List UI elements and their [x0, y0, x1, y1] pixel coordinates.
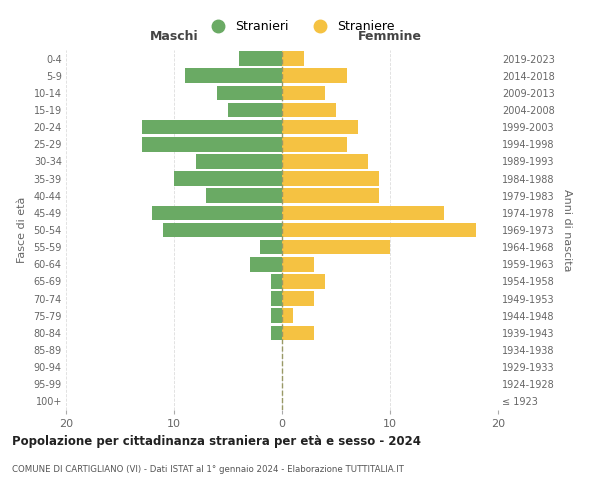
Bar	[142, 120, 282, 134]
Bar	[185, 68, 282, 83]
Text: Popolazione per cittadinanza straniera per età e sesso - 2024: Popolazione per cittadinanza straniera p…	[12, 435, 421, 448]
Bar	[152, 206, 282, 220]
Bar	[282, 102, 336, 118]
Bar	[271, 292, 282, 306]
Bar	[250, 257, 282, 272]
Bar	[163, 222, 282, 238]
Bar	[282, 326, 314, 340]
Bar	[282, 240, 390, 254]
Legend: Stranieri, Straniere: Stranieri, Straniere	[200, 15, 400, 38]
Bar	[282, 222, 476, 238]
Bar	[282, 52, 304, 66]
Bar	[271, 274, 282, 288]
Bar	[217, 86, 282, 100]
Bar	[282, 154, 368, 168]
Text: COMUNE DI CARTIGLIANO (VI) - Dati ISTAT al 1° gennaio 2024 - Elaborazione TUTTIT: COMUNE DI CARTIGLIANO (VI) - Dati ISTAT …	[12, 465, 404, 474]
Bar	[228, 102, 282, 118]
Bar	[282, 172, 379, 186]
Bar	[174, 172, 282, 186]
Y-axis label: Fasce di età: Fasce di età	[17, 197, 26, 263]
Bar	[282, 308, 293, 323]
Bar	[282, 137, 347, 152]
Bar	[282, 188, 379, 203]
Y-axis label: Anni di nascita: Anni di nascita	[562, 188, 572, 271]
Bar	[282, 120, 358, 134]
Bar	[142, 137, 282, 152]
Bar	[239, 52, 282, 66]
Bar	[282, 86, 325, 100]
Text: Maschi: Maschi	[149, 30, 199, 43]
Bar	[282, 68, 347, 83]
Bar	[196, 154, 282, 168]
Bar	[282, 257, 314, 272]
Text: Femmine: Femmine	[358, 30, 422, 43]
Bar	[282, 292, 314, 306]
Bar	[260, 240, 282, 254]
Bar	[271, 326, 282, 340]
Bar	[206, 188, 282, 203]
Bar	[282, 274, 325, 288]
Bar	[271, 308, 282, 323]
Bar	[282, 206, 444, 220]
